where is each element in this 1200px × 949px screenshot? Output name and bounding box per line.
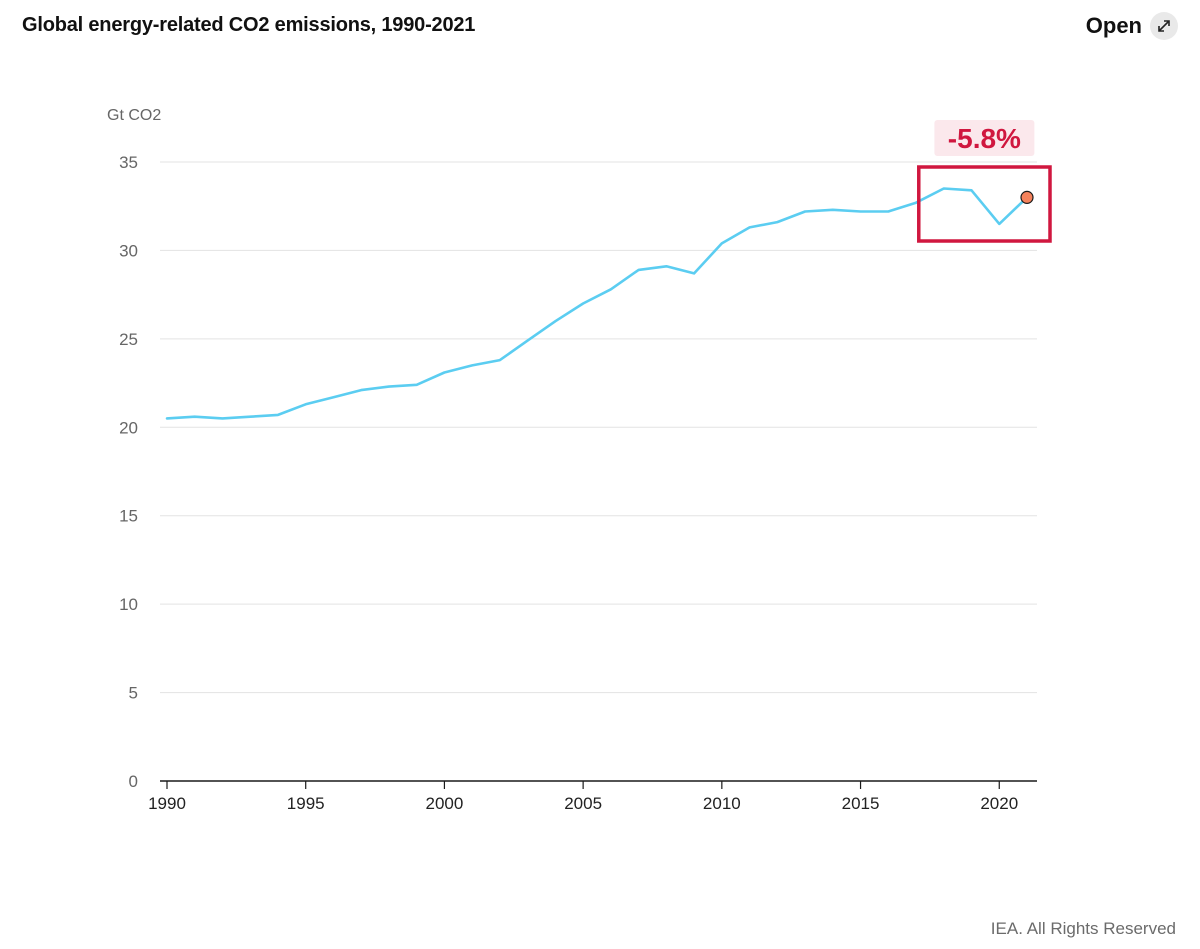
x-tick-label-2015: 2015	[842, 794, 880, 813]
highlight-box	[917, 165, 1052, 243]
y-tick-label-10: 10	[119, 595, 138, 614]
x-tick-label-1995: 1995	[287, 794, 325, 813]
x-tick-label-2005: 2005	[564, 794, 602, 813]
x-axis: 1990 1995 2000 2005 2010 2015 2020	[148, 780, 1037, 813]
y-axis-ticks: 0 5 10 15 20 25 30 35	[119, 153, 138, 791]
x-tick-label-2000: 2000	[426, 794, 464, 813]
series	[165, 187, 1029, 420]
annotation-label-bg	[934, 120, 1035, 156]
annotation: -5.8%	[917, 120, 1052, 243]
x-tick-label-2020: 2020	[980, 794, 1018, 813]
y-tick-label-20: 20	[119, 418, 138, 437]
y-tick-label-35: 35	[119, 153, 138, 172]
y-tick-label-5: 5	[129, 684, 138, 703]
y-tick-label-30: 30	[119, 241, 138, 260]
expand-arrows-icon[interactable]	[1150, 12, 1178, 40]
annotation-label: -5.8%	[948, 123, 1021, 154]
y-tick-label-0: 0	[129, 772, 138, 791]
open-label: Open	[1085, 13, 1142, 38]
end-point-marker	[1020, 190, 1034, 204]
chart-title: Global energy-related CO2 emissions, 199…	[22, 14, 476, 36]
y-axis-unit-label: Gt CO2	[107, 107, 161, 124]
open-button[interactable]: Open	[1086, 12, 1178, 40]
y-tick-label-25: 25	[119, 330, 138, 349]
x-tick-label-1990: 1990	[148, 794, 186, 813]
x-tick-label-2010: 2010	[703, 794, 741, 813]
y-tick-label-15: 15	[119, 507, 138, 526]
footer-credit: IEA. All Rights Reserved	[990, 919, 1176, 938]
gridlines	[160, 161, 1037, 694]
series-line-0	[165, 187, 1029, 420]
